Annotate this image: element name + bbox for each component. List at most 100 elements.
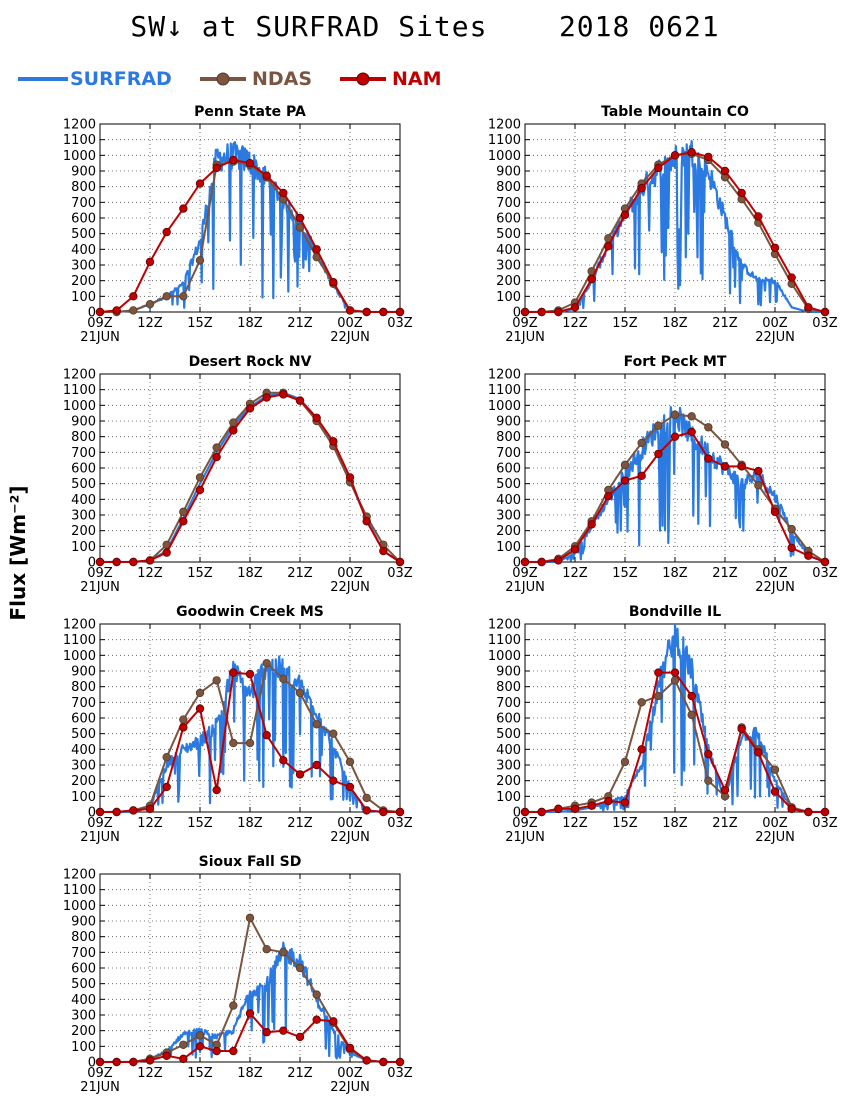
point-nam [262,171,271,180]
point-nam [379,1057,388,1067]
y-tick-label: 100 [71,290,96,305]
point-nam [704,152,713,162]
point-nam [262,393,271,402]
point-nam [279,390,288,399]
y-tick-label: 700 [496,446,521,461]
point-ndas [212,676,221,685]
y-tick-label: 900 [496,665,521,680]
y-tick-label: 600 [496,462,521,477]
point-ndas [637,698,646,707]
panel-goodwin-creek-ms: Goodwin Creek MS 010020030040050060070080… [63,604,413,845]
y-tick-label: 1000 [488,399,521,414]
point-nam [145,257,155,267]
point-nam [212,163,221,173]
date-label: 21JUN [80,830,120,845]
point-nam [604,796,613,806]
y-tick-label: 800 [496,180,521,195]
point-ndas [245,913,255,923]
point-nam [520,307,530,317]
x-tick-label: 12Z [137,566,163,581]
x-tick-label: 03Z [387,816,413,831]
point-nam [670,432,680,441]
point-ndas [279,674,288,684]
point-ndas [295,223,305,232]
point-nam [537,557,546,567]
point-nam [279,756,288,765]
point-nam [770,243,780,252]
point-ndas [179,507,188,517]
point-ndas [195,256,205,265]
point-nam [179,1054,188,1064]
point-nam [145,556,155,565]
point-nam [295,1032,305,1042]
point-ndas [637,438,646,448]
point-nam [262,731,271,740]
point-ndas [687,710,696,720]
point-nam [195,704,205,713]
y-tick-label: 1200 [488,618,521,633]
point-nam [379,807,388,817]
y-tick-label: 900 [496,165,521,180]
legend: SURFRAD NDAS NAM [18,62,458,98]
x-tick-label: 12Z [137,816,163,831]
y-tick-label: 200 [71,774,96,789]
x-tick-label: 18Z [662,316,688,331]
point-nam [637,184,646,193]
point-nam [620,210,630,220]
x-tick-label: 12Z [137,1066,163,1081]
y-tick-label: 1100 [488,383,521,398]
point-nam [362,307,371,317]
point-ndas [179,292,188,301]
y-tick-label: 1100 [488,633,521,648]
point-nam [129,806,138,815]
y-tick-label: 400 [71,243,96,258]
point-nam [112,557,121,567]
point-nam [112,306,121,315]
point-nam [179,204,188,213]
y-tick-label: 600 [71,712,96,727]
y-tick-label: 400 [71,743,96,758]
x-tick-label: 18Z [237,1066,263,1081]
y-tick-label: 800 [496,430,521,445]
point-nam [720,785,730,795]
x-tick-label: 21Z [287,816,313,831]
y-tick-label: 1200 [488,368,521,383]
point-ndas [720,440,730,449]
point-nam [129,557,138,567]
y-tick-label: 1200 [63,118,96,133]
point-nam [295,770,305,779]
point-nam [587,801,596,810]
point-ndas [245,738,255,748]
x-tick-label: 21Z [287,316,313,331]
point-nam [162,782,171,792]
point-ndas [195,473,205,482]
y-tick-label: 900 [71,165,96,180]
point-nam [212,1046,221,1056]
point-nam [329,278,338,287]
y-tick-label: 300 [71,509,96,524]
y-tick-label: 1100 [63,883,96,898]
y-tick-label: 600 [496,712,521,727]
x-tick-label: 03Z [812,316,838,331]
panel-title: Desert Rock NV [189,354,312,370]
y-tick-label: 400 [71,993,96,1008]
x-tick-label: 03Z [387,1066,413,1081]
x-tick-label: 15Z [187,566,213,581]
point-ndas [704,776,713,785]
y-tick-label: 100 [71,540,96,555]
point-nam [229,668,238,677]
x-tick-label: 00Z [762,566,788,581]
point-nam [345,782,355,792]
y-tick-label: 1100 [63,133,96,148]
x-tick-label: 09Z [87,816,113,831]
point-nam [395,557,405,567]
point-nam [145,804,155,814]
point-nam [195,1042,205,1051]
chart-main-title: SW↓ at SURFRAD Sites 2018 0621 [0,10,850,43]
point-nam [587,274,596,284]
point-nam [554,556,563,565]
y-tick-label: 0 [513,806,521,821]
point-nam [770,787,780,796]
legend-label-surfrad: SURFRAD [70,68,172,90]
x-tick-label: 12Z [562,816,588,831]
